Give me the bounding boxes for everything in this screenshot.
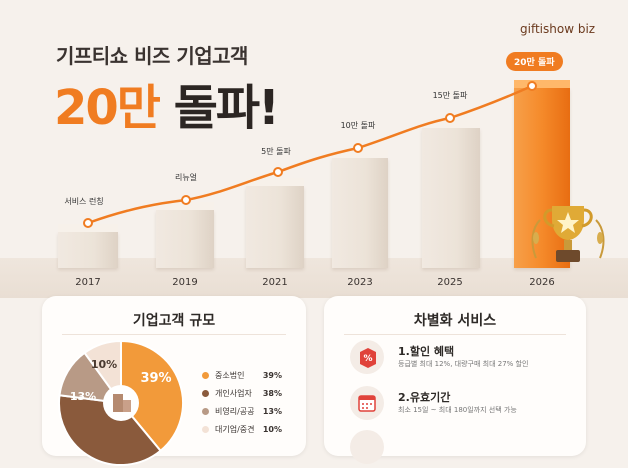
calendar-icon — [350, 386, 384, 420]
timeline-point — [83, 218, 93, 228]
brand-logo: giftishow biz — [520, 22, 596, 36]
legend-swatch — [202, 408, 209, 415]
headline: 20만 돌파! — [54, 68, 280, 138]
legend-value: 10% — [262, 425, 282, 434]
card-divider — [344, 334, 566, 335]
building-icon — [113, 394, 131, 412]
year-label: 2017 — [75, 277, 101, 288]
legend-value: 39% — [262, 371, 282, 380]
year-label: 2019 — [172, 277, 198, 288]
discount-tag-icon: % — [350, 340, 384, 374]
subtitle: 기프티쇼 비즈 기업고객 — [56, 44, 248, 68]
services-card: 차별화 서비스 — [324, 296, 586, 456]
growth-trend-line — [83, 81, 537, 228]
timeline-point — [353, 143, 363, 153]
pie-slice-label: 10% — [91, 358, 117, 371]
headline-dark: 돌파! — [173, 80, 280, 136]
pie-slice — [120, 339, 184, 453]
service-title: 1.할인 혜택 — [398, 345, 455, 358]
service-desc: 최소 15일 ~ 최대 180일까지 선택 가능 — [398, 406, 517, 414]
timeline-point — [527, 81, 537, 91]
year-label: 2025 — [437, 277, 463, 288]
service-desc: 등급별 최대 12%, 대량구매 최대 27% 할인 — [398, 360, 529, 368]
timeline-point — [445, 113, 455, 123]
milestone-label: 리뉴얼 — [174, 173, 198, 182]
card-divider — [62, 334, 286, 335]
milestone-label: 서비스 런칭 — [64, 197, 104, 206]
services-card-title: 차별화 서비스 — [413, 313, 497, 329]
coupon-icon — [350, 430, 384, 464]
year-label: 2026 — [529, 277, 555, 288]
legend-swatch — [202, 426, 209, 433]
pillar-2023 — [332, 150, 388, 268]
milestone-label: 15만 돌파 — [432, 91, 468, 100]
pillar-2025 — [422, 120, 480, 268]
legend-item: 비영리/공공 13% — [202, 406, 282, 417]
pie-slice-label: 13% — [70, 390, 96, 403]
legend-value: 38% — [262, 389, 282, 398]
pie-slice-label: 39% — [140, 371, 171, 386]
year-label: 2023 — [347, 277, 373, 288]
milestone-label: 5만 돌파 — [261, 147, 291, 156]
milestone-label: 10만 돌파 — [340, 121, 376, 130]
legend-swatch — [202, 390, 209, 397]
legend-item: 대기업/중견 10% — [202, 424, 282, 435]
segment-pie-chart: 39% 13% 10% — [58, 339, 184, 466]
legend-item: 중소법인 39% — [202, 370, 282, 381]
legend-label: 개인사업자 — [215, 389, 252, 398]
legend-label: 비영리/공공 — [215, 407, 255, 416]
segment-card-title: 기업고객 규모 — [132, 313, 216, 329]
headline-accent: 20만 — [54, 80, 161, 136]
legend-label: 대기업/중견 — [215, 425, 255, 434]
svg-text:%: % — [363, 354, 372, 364]
timeline-point — [181, 195, 191, 205]
legend-swatch — [202, 372, 209, 379]
trophy-icon — [531, 206, 605, 262]
timeline-point — [273, 167, 283, 177]
legend-label: 중소법인 — [215, 371, 245, 380]
year-label: 2021 — [262, 277, 288, 288]
legend-value: 13% — [262, 407, 282, 416]
service-title: 2.유효기간 — [398, 391, 451, 404]
pillar-2021 — [246, 178, 304, 268]
pillar-2026 — [514, 80, 570, 268]
milestone-badge: 20만 돌파 — [506, 52, 563, 71]
legend-item: 개인사업자 38% — [202, 388, 282, 399]
pillar-2019 — [156, 202, 214, 268]
